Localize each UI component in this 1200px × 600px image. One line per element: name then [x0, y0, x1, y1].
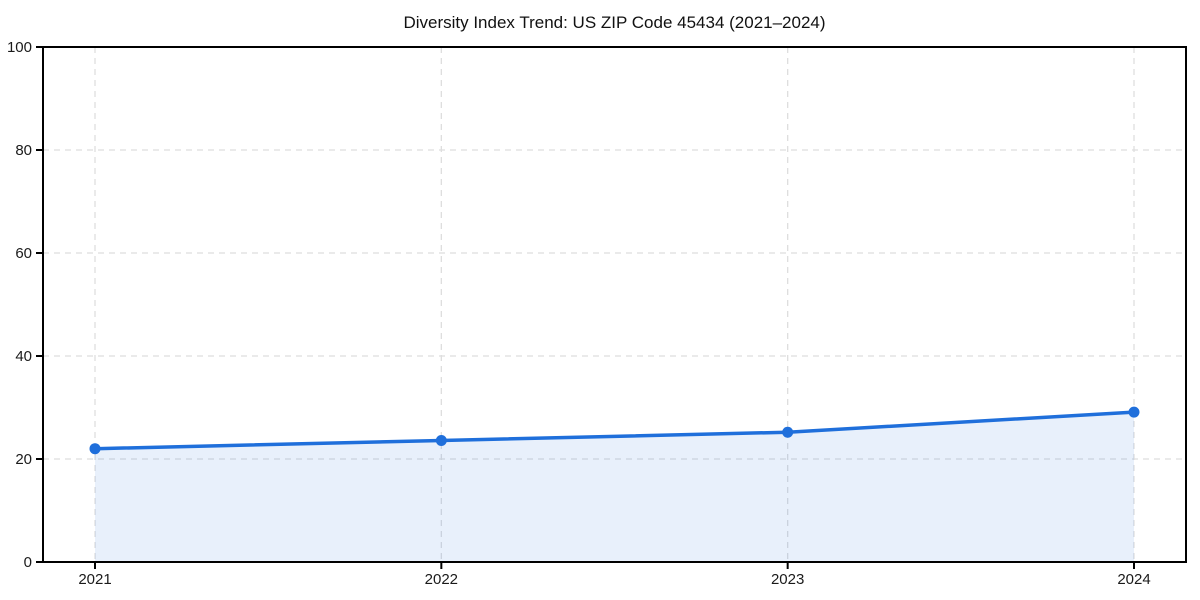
x-tick-label: 2021 [78, 571, 111, 588]
plot-frame [42, 46, 1187, 563]
area-fill [95, 412, 1134, 562]
data-markers [89, 406, 1140, 455]
y-tick-label: 20 [15, 451, 32, 468]
x-tick-label: 2022 [425, 571, 458, 588]
y-tick-label: 0 [24, 554, 32, 571]
x-tick-label: 2024 [1117, 571, 1150, 588]
data-point-2024 [1128, 406, 1140, 418]
tick-labels: 0 20 40 60 80 100 2021 2022 2023 2024 [7, 39, 1151, 588]
data-point-2022 [435, 434, 447, 446]
y-tick-label: 40 [15, 348, 32, 365]
y-tick-label: 60 [15, 245, 32, 262]
chart-title: Diversity Index Trend: US ZIP Code 45434… [403, 13, 826, 32]
data-point-2021 [89, 443, 101, 455]
trend-line [93, 410, 1136, 451]
y-tick-label: 80 [15, 142, 32, 159]
y-tick-label: 100 [7, 39, 32, 56]
data-point-2023 [782, 426, 794, 438]
x-tick-label: 2023 [771, 571, 804, 588]
tick-marks [36, 46, 1135, 569]
